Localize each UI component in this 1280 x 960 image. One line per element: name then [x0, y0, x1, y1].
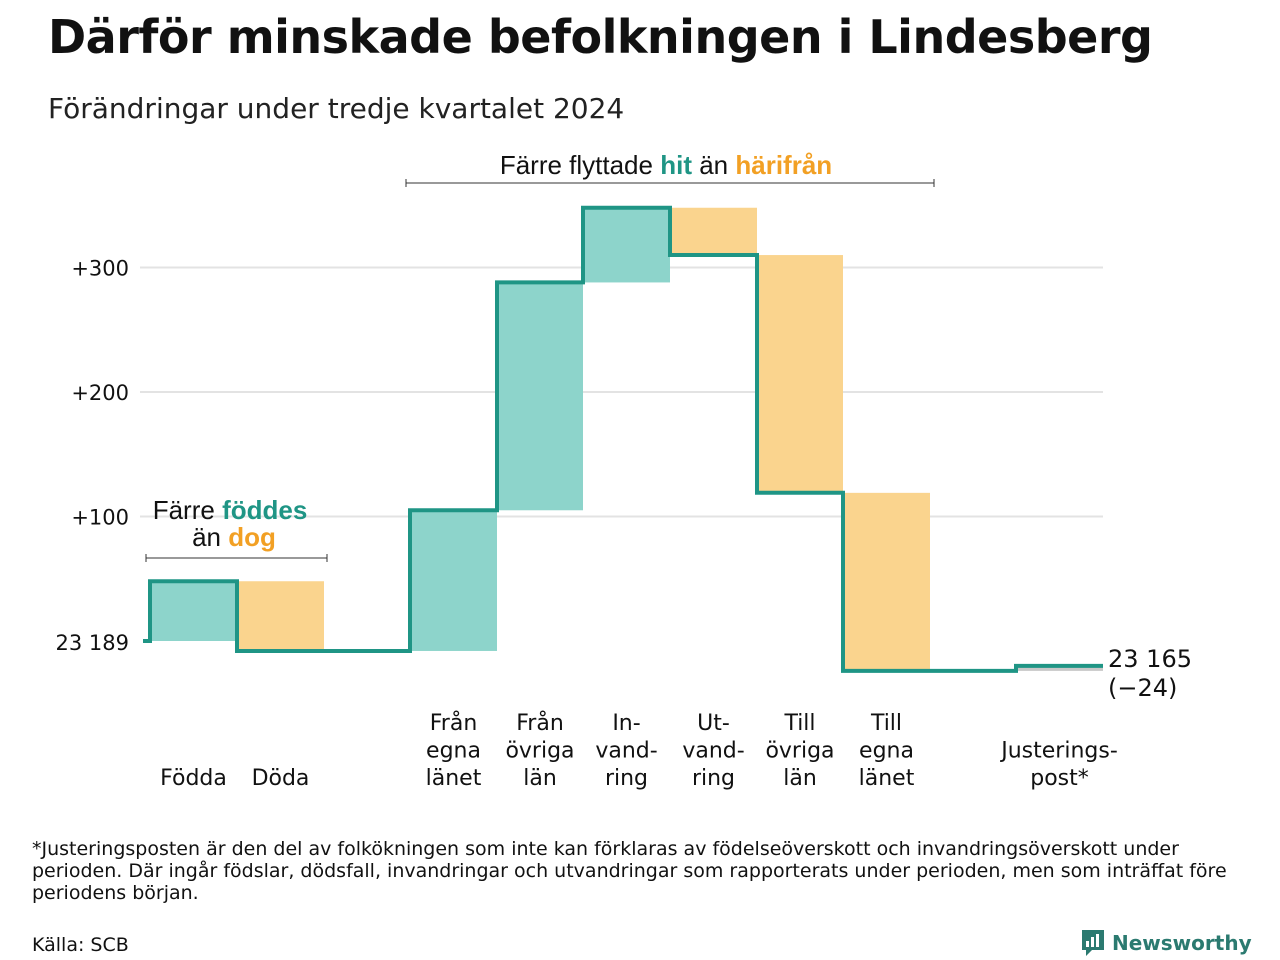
end-value-label: 23 165	[1108, 645, 1192, 673]
end-change-label: (−24)	[1108, 674, 1177, 702]
x-label-2-2: länet	[426, 766, 482, 791]
bar-6	[757, 255, 843, 493]
x-axis-labels: Födda DödaFrånegnalänetFrånövrigalänIn-va…	[160, 710, 1118, 791]
x-label-6-0: Till	[783, 711, 815, 736]
brand-name: Newsworthy	[1112, 931, 1252, 955]
y-tick-label-2: +300	[71, 257, 129, 281]
x-label-7-1: egna	[859, 739, 914, 764]
x-label-8-1: post*	[1030, 766, 1089, 791]
x-label-5-2: ring	[692, 766, 735, 791]
births-annotation-line1: Färre föddes	[153, 495, 308, 525]
x-label-3-0: Från	[516, 710, 564, 736]
bar-3	[497, 282, 583, 511]
start-value-label: 23 189	[56, 631, 129, 655]
births-annotation-bracket	[145, 554, 328, 562]
x-label-5-1: vand-	[682, 739, 744, 764]
chart-subtitle: Förändringar under tredje kvartalet 2024	[48, 92, 625, 125]
moves-annotation-text2: än	[699, 150, 728, 180]
x-label-6-1: övriga	[765, 739, 834, 764]
x-label-4-0: In-	[612, 711, 640, 736]
moves-annotation-bracket	[405, 179, 935, 187]
bar-1	[237, 581, 324, 651]
births-annotation-text2: än	[192, 522, 221, 552]
x-label-1-0: Döda	[252, 766, 310, 791]
y-tick-label-0: +100	[71, 506, 129, 530]
births-annotation-hl1: föddes	[222, 495, 307, 525]
moves-annotation-text1: Färre flyttade	[500, 150, 653, 180]
bar-2	[410, 510, 497, 651]
x-label-3-2: län	[523, 766, 557, 791]
births-annotation-line2: än dog	[192, 522, 276, 552]
x-label-7-2: länet	[859, 766, 915, 791]
waterfall-chart: +100+200+300 Födda DödaFrånegnalänetFrånö…	[56, 150, 1192, 791]
bars	[150, 207, 1103, 671]
bar-0	[150, 581, 237, 641]
x-label-2-1: egna	[426, 739, 481, 764]
footnote: *Justeringsposten är den del av folkökni…	[32, 838, 1227, 904]
moves-annotation: Färre flyttade hit än härifrån	[500, 150, 832, 180]
x-label-5-0: Ut-	[697, 711, 730, 736]
step-line	[143, 205, 1103, 673]
step-path	[143, 205, 1103, 673]
x-label-7-0: Till	[870, 711, 902, 736]
annotations: Färre föddes än dog Färre flyttade hit ä…	[145, 150, 935, 562]
moves-annotation-hl1: hit	[660, 150, 692, 180]
x-label-4-1: vand-	[595, 739, 657, 764]
brand: Newsworthy	[1080, 928, 1252, 958]
source: Källa: SCB	[32, 934, 129, 956]
moves-annotation-hl2: härifrån	[735, 150, 832, 180]
bar-8	[1016, 665, 1103, 671]
x-label-4-2: ring	[605, 766, 648, 791]
x-label-6-2: län	[783, 766, 817, 791]
x-label-3-1: övriga	[505, 739, 574, 764]
births-annotation-text1: Färre	[153, 495, 215, 525]
bar-7	[843, 492, 930, 671]
grid-lines	[140, 266, 1103, 518]
x-label-2-0: Från	[430, 710, 478, 736]
bar-5	[670, 207, 757, 256]
x-label-0-0: Födda	[160, 766, 227, 791]
x-label-8-0: Justerings-	[999, 739, 1118, 764]
chart-title: Därför minskade befolkningen i Lindesber…	[48, 10, 1153, 64]
births-annotation-hl2: dog	[228, 522, 276, 552]
bar-4	[583, 207, 670, 283]
y-tick-label-1: +200	[71, 381, 129, 405]
newsworthy-logo-icon	[1082, 930, 1104, 956]
y-axis-ticks: +100 +200 +300	[71, 257, 129, 530]
